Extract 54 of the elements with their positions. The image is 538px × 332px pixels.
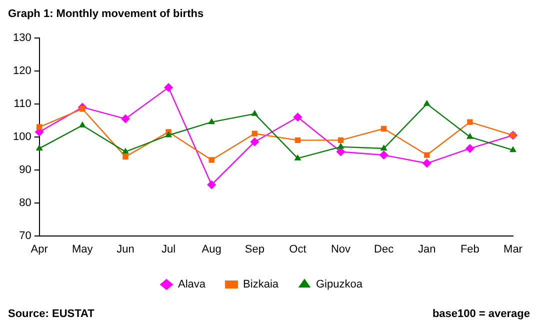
x-tick-label: Nov [330,243,352,256]
y-tick-label: 120 [12,65,32,77]
point [252,130,258,136]
chart-title: Graph 1: Monthly movement of births [8,8,204,20]
point [120,114,130,124]
point [208,118,216,124]
point [422,158,432,168]
legend-label: Gipuzkoa [316,278,364,291]
source-note: Source: EUSTAT [8,308,94,320]
x-tick-label: Jul [162,243,176,256]
point [122,148,129,154]
x-tick-label: May [72,243,94,256]
x-tick-label: Dec [374,243,394,256]
point [466,132,474,139]
point [380,126,387,132]
point [294,137,301,144]
point [36,124,42,130]
point [423,100,430,106]
point [465,144,474,153]
x-tick-label: Jun [116,243,134,256]
x-tick-label: Sep [244,243,264,256]
x-tick-label: Feb [460,243,480,256]
point [208,157,214,163]
legend-label: Alava [178,278,206,291]
y-tick-label: 80 [19,196,32,209]
point [251,110,258,116]
legend-label: Bizkaia [243,278,280,291]
point [337,142,344,149]
x-tick-label: Oct [289,243,306,256]
y-tick-label: 90 [19,164,32,176]
y-tick-label: 100 [12,130,32,143]
text: base100 = average [432,308,530,320]
x-tick-label: Mar [504,243,523,256]
point [165,131,172,138]
point [294,154,302,160]
y-tick-label: 110 [14,98,32,110]
x-tick-label: Apr [30,243,48,256]
point [379,150,388,160]
point [338,137,344,144]
y-tick-label: 130 [12,32,32,44]
point [78,121,86,128]
point [380,144,388,150]
point [467,119,473,125]
point [250,137,260,146]
y-tick-label: 70 [19,230,32,242]
point [36,144,43,150]
point [207,180,216,190]
x-tick-label: Jan [418,243,436,256]
point [510,146,516,152]
point [164,82,174,92]
x-tick-label: Aug [202,243,222,256]
point [424,152,430,158]
point [293,112,302,122]
point [122,154,128,160]
